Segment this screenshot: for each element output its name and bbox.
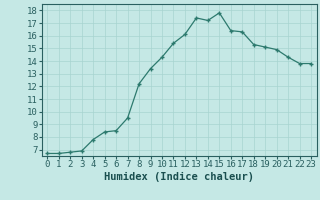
X-axis label: Humidex (Indice chaleur): Humidex (Indice chaleur) bbox=[104, 172, 254, 182]
